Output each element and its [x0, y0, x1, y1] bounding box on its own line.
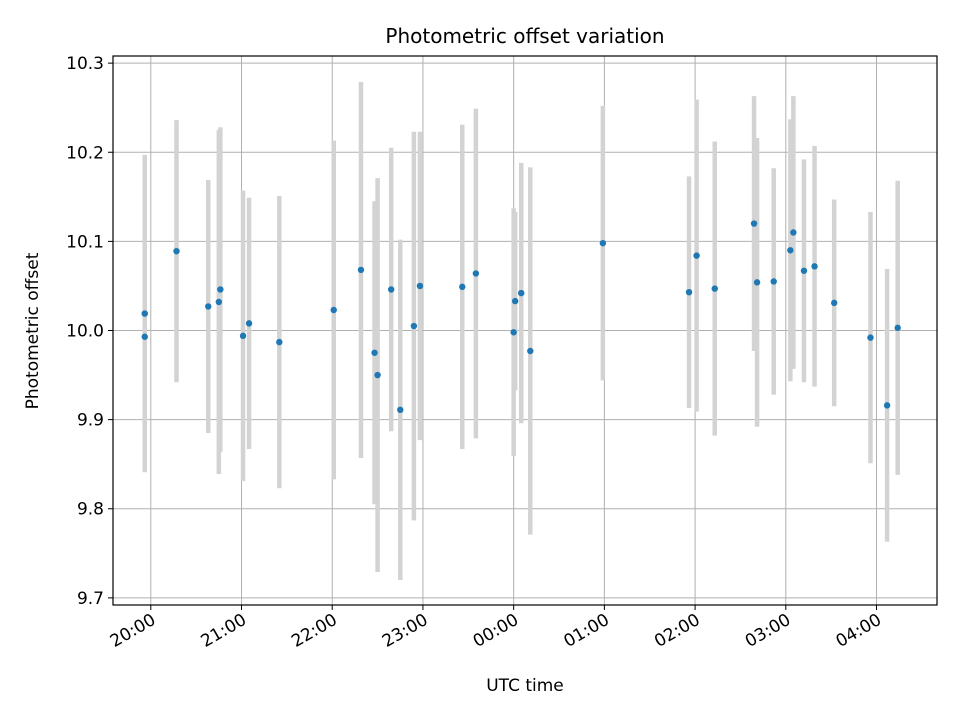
data-point	[685, 288, 693, 296]
data-point	[215, 298, 223, 306]
data-point	[510, 329, 517, 336]
data-point	[800, 267, 808, 274]
y-tick-label: 10.0	[66, 322, 104, 342]
data-point	[830, 299, 838, 307]
data-point	[239, 332, 247, 340]
x-axis-label: UTC time	[486, 676, 564, 696]
data-point	[416, 282, 424, 290]
data-point	[693, 252, 700, 259]
data-point	[397, 406, 404, 414]
data-point	[883, 402, 891, 409]
data-points	[141, 220, 901, 414]
y-axis-label: Photometric offset	[23, 252, 43, 409]
data-point	[750, 220, 758, 227]
y-tick-label: 9.7	[77, 589, 104, 609]
data-point	[141, 310, 148, 317]
data-point	[511, 297, 519, 305]
data-point	[205, 303, 212, 310]
data-point	[387, 286, 395, 293]
data-point	[711, 285, 718, 292]
y-tick-label: 9.8	[77, 500, 104, 520]
y-tick-label: 10.3	[66, 54, 104, 74]
data-point	[330, 306, 337, 314]
data-point	[867, 334, 874, 341]
data-point	[217, 286, 224, 293]
data-point	[527, 347, 534, 355]
y-tick-label: 10.1	[66, 232, 104, 252]
data-point	[374, 371, 381, 379]
data-point	[894, 324, 901, 332]
data-point	[245, 320, 253, 327]
data-point	[173, 247, 180, 255]
data-point	[357, 266, 365, 274]
data-point	[276, 338, 283, 346]
data-point	[770, 278, 777, 285]
data-point	[459, 283, 466, 291]
data-point	[790, 229, 797, 236]
data-point	[518, 289, 525, 297]
data-point	[753, 279, 761, 286]
data-point	[141, 333, 148, 340]
data-point	[599, 239, 607, 247]
y-tick-label: 10.2	[66, 143, 104, 163]
data-point	[472, 270, 480, 277]
data-point	[811, 263, 818, 270]
y-axis-ticks: 9.7 9.8 9.9 10.0 10.1 10.2 10.3	[66, 54, 113, 609]
data-point	[371, 349, 378, 356]
data-point	[787, 247, 794, 254]
data-point	[410, 322, 418, 330]
y-tick-label: 9.9	[77, 411, 104, 431]
chart-title: Photometric offset variation	[385, 24, 664, 48]
